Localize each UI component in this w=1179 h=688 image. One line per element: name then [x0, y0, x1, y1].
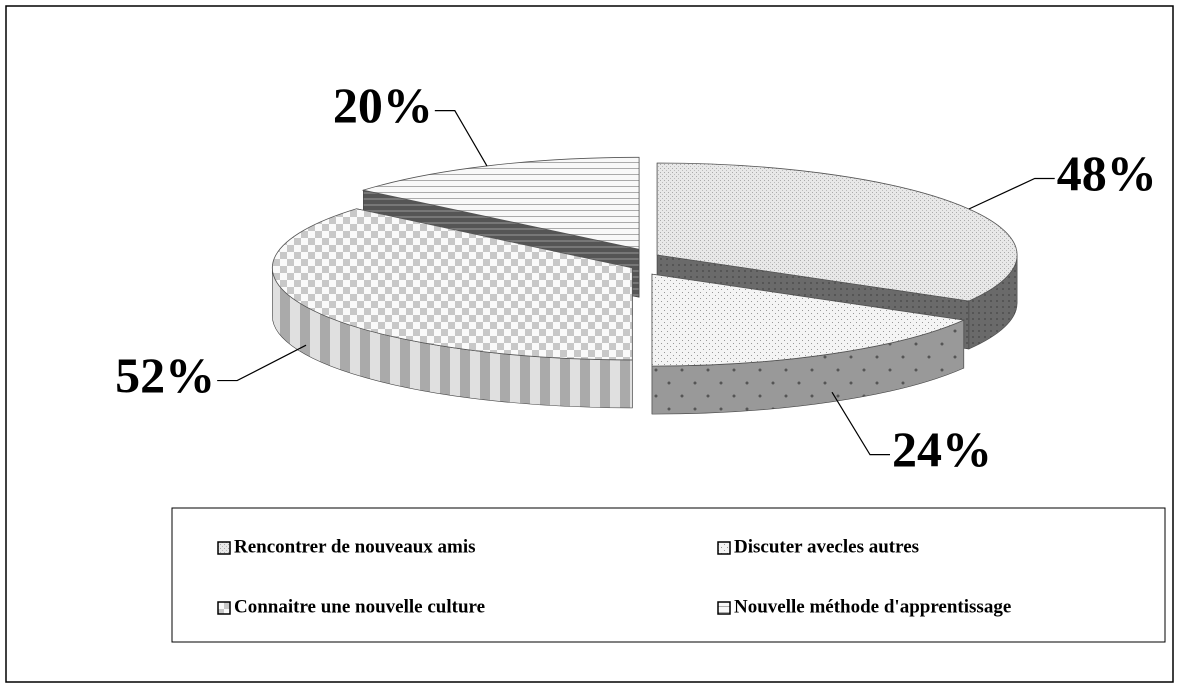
leader-line [831, 391, 890, 456]
chart-border [5, 5, 1174, 683]
leader-line [968, 177, 1055, 210]
data-label: 20% [333, 77, 433, 133]
data-label: 24% [892, 421, 992, 477]
legend-label: Discuter avecles autres [734, 536, 919, 557]
leader-line [217, 344, 307, 382]
slice [656, 162, 1018, 302]
legend-swatch [717, 541, 731, 555]
legend-label: Connaitre une nouvelle culture [234, 596, 485, 617]
legend-swatch [217, 541, 231, 555]
slice [361, 156, 640, 250]
legend-swatch [717, 601, 731, 615]
slice [271, 208, 633, 361]
leader-line [434, 110, 488, 167]
data-label: 52% [115, 347, 215, 403]
legend-swatch [217, 601, 231, 615]
legend-box [171, 507, 1166, 643]
legend-label: Rencontrer de nouveaux amis [234, 536, 476, 557]
legend-label: Nouvelle méthode d'apprentissage [734, 596, 1011, 617]
data-label: 48% [1057, 145, 1157, 201]
slice [651, 273, 966, 367]
